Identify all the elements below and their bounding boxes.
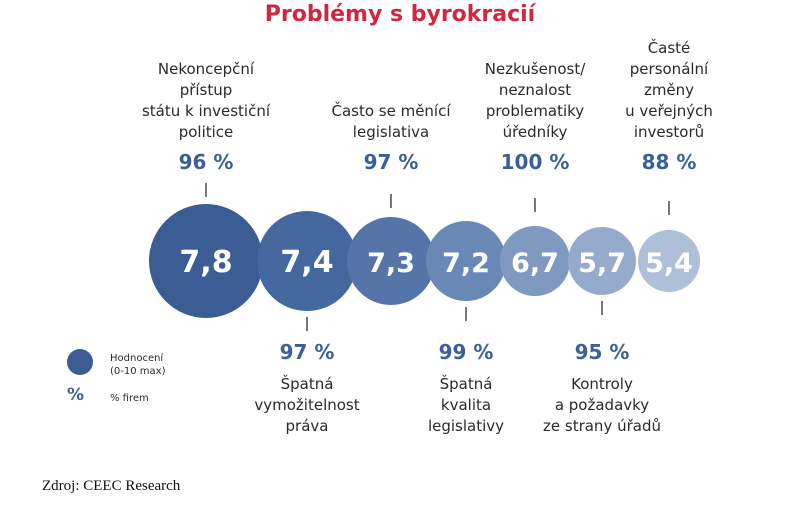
bubble-7 — [638, 230, 700, 292]
bubble-value-1: 7,8 — [179, 245, 232, 280]
legend-bubble-icon — [67, 349, 93, 375]
category-label-6: Kontroly a požadavky ze strany úřadů — [543, 375, 661, 435]
percent-label-4: 99 % — [438, 340, 494, 364]
category-label-1: Nekoncepční přístup státu k investiční p… — [141, 60, 271, 141]
category-label-7: Časté personální změny u veřejných inves… — [625, 39, 713, 141]
legend-percent-label: % firem — [110, 393, 149, 404]
bubble-value-3: 7,3 — [367, 248, 415, 279]
bubble-value-7: 5,4 — [645, 248, 693, 279]
bubble-value-4: 7,2 — [442, 248, 490, 279]
percent-label-1: 96 % — [178, 150, 234, 174]
category-label-5: Nezkušenost/ neznalost problematiky úřed… — [484, 60, 586, 141]
source-note: Zdroj: CEEC Research — [42, 478, 181, 494]
bubble-value-5: 6,7 — [511, 248, 559, 279]
bubble-4 — [426, 221, 506, 301]
category-label-4: Špatná kvalita legislativy — [427, 375, 505, 435]
bubble-1 — [149, 204, 263, 318]
bubble-value-6: 5,7 — [578, 248, 626, 279]
percent-label-2: 97 % — [279, 340, 335, 364]
percent-label-6: 95 % — [574, 340, 630, 364]
bubble-3 — [347, 217, 435, 305]
bubble-6 — [568, 227, 636, 295]
percent-label-7: 88 % — [641, 150, 697, 174]
legend-percent-symbol: % — [67, 385, 85, 405]
category-label-2: Špatná vymožitelnost práva — [254, 375, 360, 435]
legend-rating-label: Hodnocení (0-10 max) — [110, 353, 166, 377]
chart-title: Problémy s byrokracií — [264, 2, 536, 27]
bubble-value-2: 7,4 — [280, 245, 333, 280]
bubble-2 — [257, 211, 357, 311]
bubble-5 — [500, 226, 570, 296]
percent-label-5: 100 % — [500, 150, 570, 174]
percent-label-3: 97 % — [363, 150, 419, 174]
category-label-3: Často se měnící legislativa — [331, 102, 451, 141]
